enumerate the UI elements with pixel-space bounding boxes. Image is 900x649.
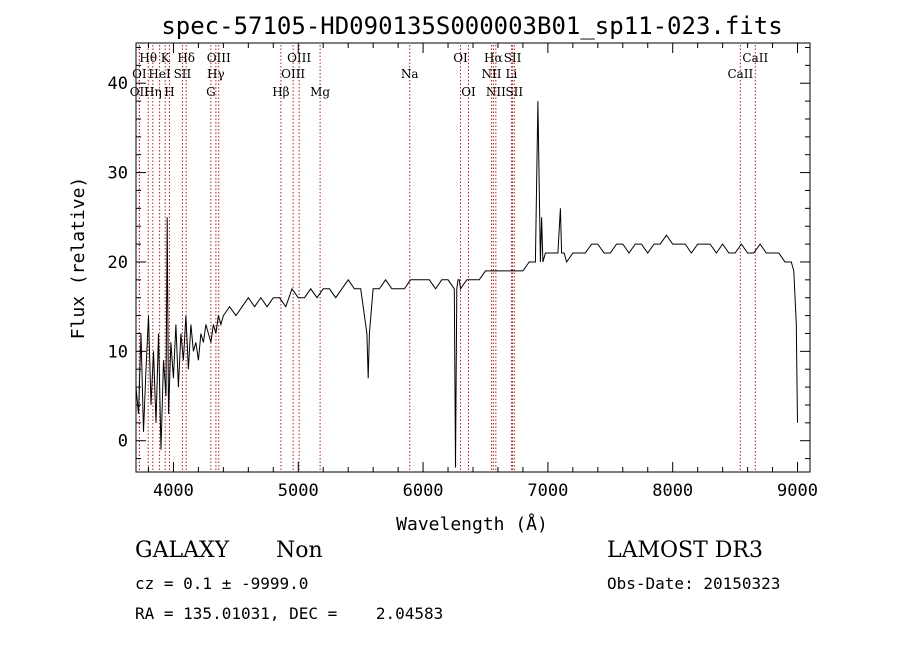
x-axis-label: Wavelength (Å) (396, 513, 548, 535)
y-axis-label: Flux (relative) (68, 177, 89, 340)
y-tick-label: 40 (108, 74, 128, 94)
object-class: GALAXY (135, 538, 230, 563)
line-label: CaII (742, 51, 768, 65)
line-label: Hγ (207, 67, 225, 81)
line-label: SII (174, 67, 192, 81)
line-label: Hβ (272, 85, 289, 99)
y-tick-label: 30 (108, 164, 128, 184)
line-label: Mg (310, 85, 330, 99)
line-label: Hα (484, 51, 503, 65)
line-label: SII (504, 51, 522, 65)
line-label: H (164, 85, 174, 99)
x-tick-label: 9000 (777, 481, 818, 501)
x-tick-label: 7000 (527, 481, 568, 501)
observation-date: Obs-Date: 20150323 (607, 574, 781, 593)
line-label: K (161, 51, 171, 65)
line-label: CaII (727, 67, 753, 81)
line-label: OIII (281, 67, 305, 81)
plot-frame (135, 42, 811, 473)
line-label: OIII (207, 51, 231, 65)
line-label: OI (453, 51, 468, 65)
line-label: Hη (144, 85, 162, 99)
line-label: HeI (148, 67, 171, 81)
survey-name: LAMOST DR3 (607, 538, 763, 563)
redshift-cz: cz = 0.1 ± -9999.0 (135, 574, 309, 593)
line-label: Li (506, 67, 518, 81)
x-tick-label: 5000 (278, 481, 319, 501)
y-tick-label: 0 (118, 432, 128, 452)
line-label: OI (132, 67, 147, 81)
line-label: OI (461, 85, 476, 99)
line-label: Na (401, 67, 419, 81)
y-tick-label: 10 (108, 342, 128, 362)
line-label: G (206, 85, 216, 99)
spectrum-line (135, 101, 798, 468)
line-label: SII (505, 85, 523, 99)
chart-title: spec-57105-HD090135S000003B01_sp11-023.f… (161, 12, 782, 40)
y-tick-label: 20 (108, 253, 128, 273)
object-subclass: Non (276, 538, 323, 563)
line-label: Hθ (139, 51, 157, 65)
line-label: NII (486, 85, 506, 99)
x-tick-label: 8000 (652, 481, 693, 501)
x-tick-label: 6000 (403, 481, 444, 501)
x-tick-label: 4000 (153, 481, 194, 501)
ra-dec: RA = 135.01031, DEC = 2.04583 (135, 604, 444, 623)
line-label: NII (481, 67, 501, 81)
line-label: OII (130, 85, 150, 99)
line-label: Hδ (177, 51, 195, 65)
line-label: OIII (287, 51, 311, 65)
